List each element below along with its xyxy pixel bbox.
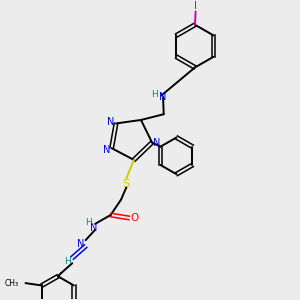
Text: N: N [90,223,97,233]
Text: O: O [130,213,139,223]
Text: N: N [159,92,167,102]
Text: I: I [194,2,197,11]
Text: N: N [103,145,110,154]
Text: N: N [153,138,161,148]
Text: CH₃: CH₃ [4,279,19,288]
Text: H: H [85,218,92,227]
Text: S: S [122,178,129,189]
Text: N: N [107,117,115,127]
Text: N: N [76,239,84,249]
Text: H: H [152,91,158,100]
Text: H: H [64,257,71,266]
